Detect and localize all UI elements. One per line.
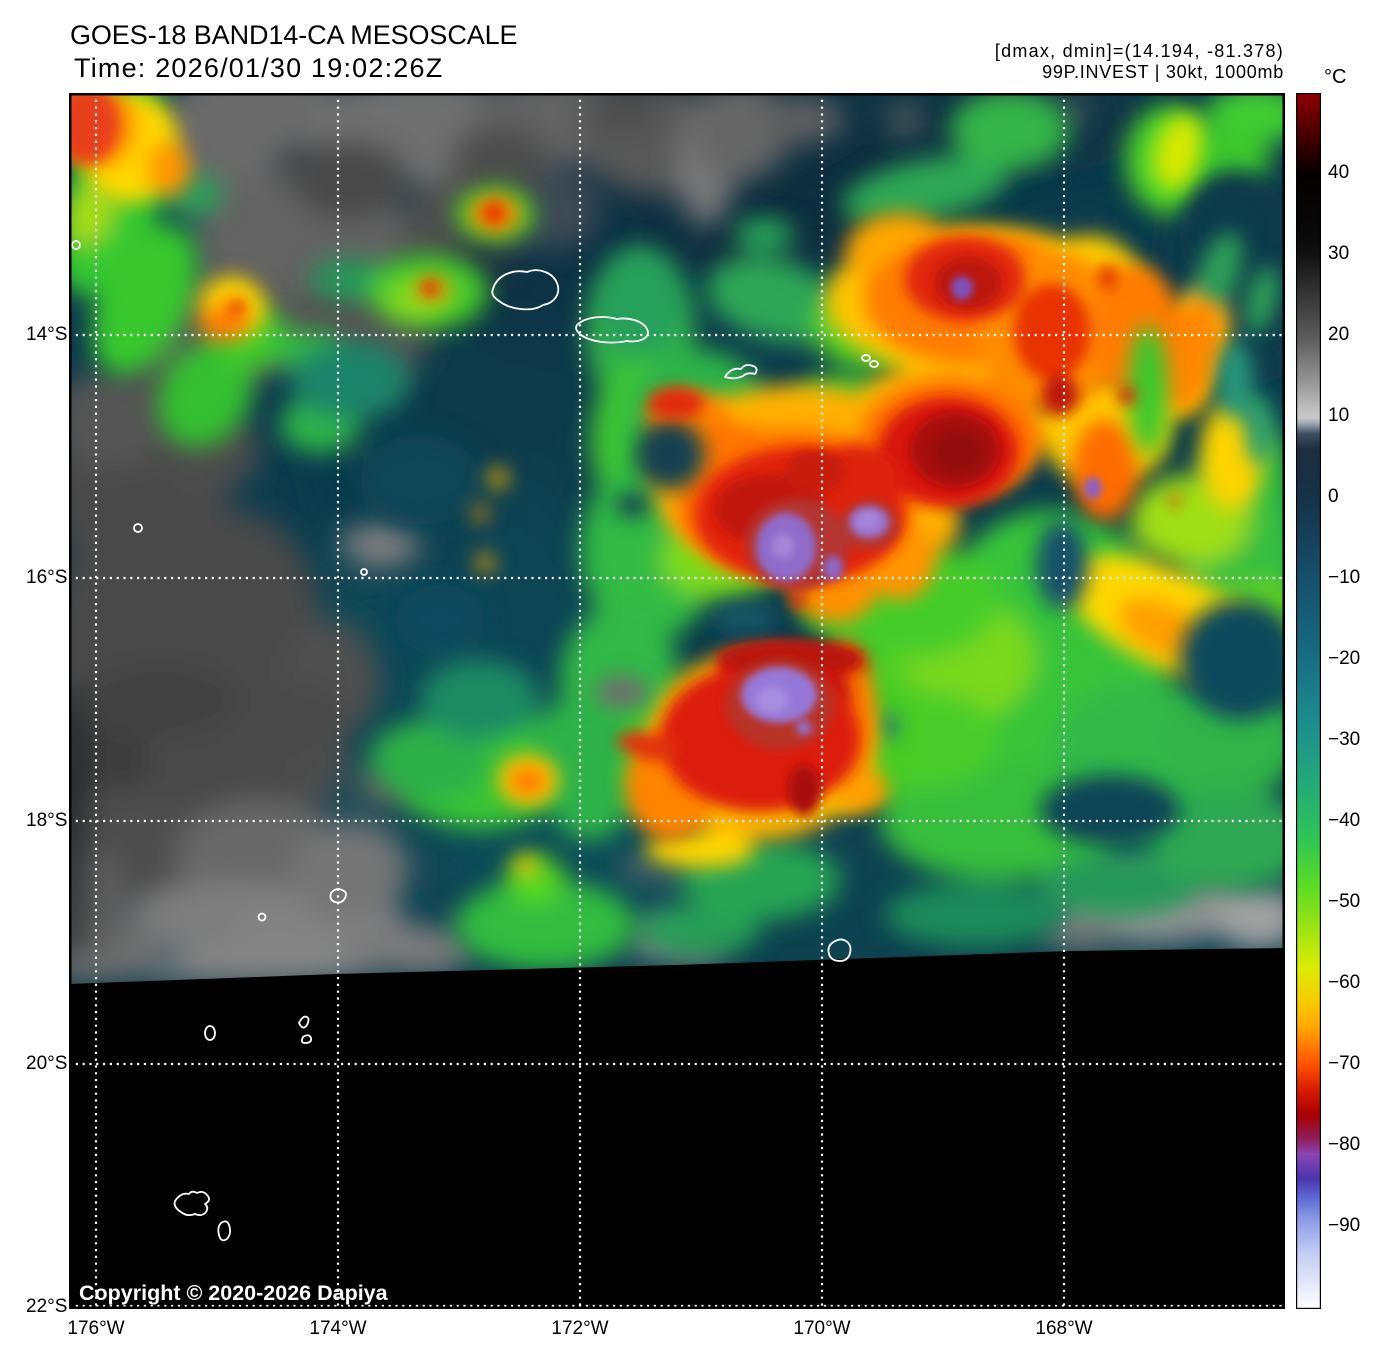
svg-text:Copyright © 2020-2026 Dapiya: Copyright © 2020-2026 Dapiya xyxy=(79,1281,389,1305)
